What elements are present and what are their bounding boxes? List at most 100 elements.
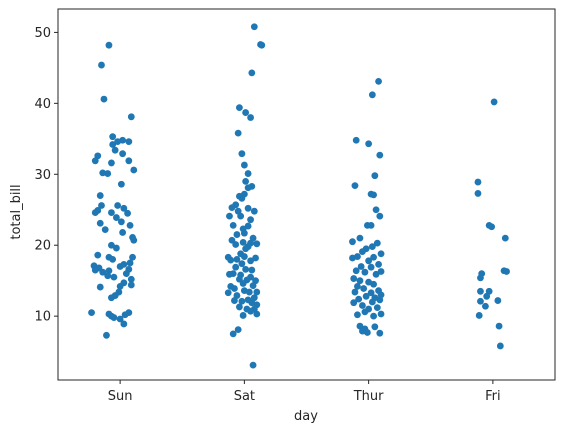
data-point	[362, 292, 370, 300]
data-point	[244, 170, 252, 177]
data-point	[368, 298, 376, 306]
data-point	[359, 302, 366, 309]
data-point	[108, 294, 115, 302]
data-point	[112, 244, 120, 252]
data-point	[232, 263, 240, 271]
data-point	[239, 280, 247, 287]
data-point	[367, 289, 375, 297]
data-point	[110, 314, 118, 321]
data-point	[232, 241, 240, 248]
data-point	[350, 275, 358, 282]
data-point	[371, 323, 379, 331]
data-point	[104, 170, 112, 177]
data-point	[354, 282, 361, 290]
y-tick-label: 40	[34, 97, 51, 112]
data-point	[238, 260, 246, 268]
data-point	[121, 311, 129, 319]
data-point	[119, 229, 127, 236]
x-tick-label-sat: Sat	[234, 389, 255, 404]
data-point	[234, 326, 242, 334]
data-point	[104, 272, 112, 280]
data-point	[239, 312, 247, 319]
data-point	[244, 184, 252, 192]
data-point	[376, 212, 384, 220]
data-point	[119, 150, 127, 158]
y-tick-label: 30	[34, 168, 51, 183]
y-axis-ticks: 10 20 30 40 50	[34, 26, 58, 325]
series-sat	[224, 23, 266, 369]
data-point	[91, 157, 99, 165]
series-thur	[349, 77, 385, 337]
data-point	[94, 251, 102, 259]
data-point	[227, 256, 235, 264]
data-point	[240, 229, 248, 237]
y-tick-label: 50	[34, 26, 51, 41]
data-point	[237, 212, 245, 220]
data-point	[483, 292, 491, 300]
data-point	[496, 342, 504, 350]
data-point	[238, 195, 246, 202]
data-point	[350, 299, 358, 307]
data-point	[368, 243, 376, 251]
data-point	[238, 150, 246, 158]
y-tick-label: 20	[34, 239, 51, 254]
data-point	[105, 41, 113, 49]
data-point	[373, 239, 381, 247]
data-point	[229, 330, 237, 338]
data-point	[127, 275, 135, 283]
data-point	[122, 270, 130, 277]
data-point	[116, 315, 124, 323]
data-point	[349, 254, 356, 262]
data-point	[244, 222, 252, 230]
data-point	[114, 202, 122, 209]
data-point	[127, 113, 135, 121]
data-point	[233, 231, 241, 238]
data-point	[361, 268, 369, 276]
data-point	[127, 281, 135, 289]
data-point	[240, 253, 248, 260]
data-point	[351, 288, 359, 296]
data-point	[377, 310, 385, 318]
data-point	[109, 256, 117, 263]
data-point	[352, 136, 360, 144]
data-point	[120, 204, 128, 212]
data-point	[233, 256, 241, 263]
data-point	[117, 218, 125, 226]
data-point	[242, 265, 250, 273]
data-point	[94, 207, 102, 214]
data-point	[236, 303, 243, 311]
data-point	[96, 283, 104, 291]
data-point	[376, 329, 384, 337]
data-point	[356, 277, 364, 285]
data-point	[367, 221, 375, 229]
data-point	[368, 91, 376, 99]
data-point	[365, 140, 373, 148]
data-point	[376, 296, 384, 304]
data-point	[249, 361, 257, 369]
data-point	[360, 285, 368, 292]
data-point	[234, 129, 242, 137]
data-point	[245, 288, 253, 296]
data-point	[239, 238, 247, 246]
data-point	[236, 104, 243, 112]
data-point	[477, 274, 484, 282]
data-point	[231, 297, 238, 304]
data-point	[356, 234, 364, 242]
data-point	[247, 114, 254, 121]
data-point	[226, 212, 233, 220]
data-point	[238, 297, 246, 305]
data-point	[474, 178, 482, 186]
y-tick-label: 10	[34, 310, 51, 325]
data-point	[120, 320, 128, 328]
data-point	[240, 161, 248, 169]
data-point	[108, 209, 115, 216]
data-point	[116, 282, 124, 290]
data-point	[490, 98, 498, 106]
data-point	[475, 312, 483, 319]
data-point	[96, 219, 104, 227]
data-point	[231, 285, 238, 292]
data-point	[108, 159, 115, 167]
data-point	[228, 204, 236, 212]
data-point	[99, 169, 107, 177]
